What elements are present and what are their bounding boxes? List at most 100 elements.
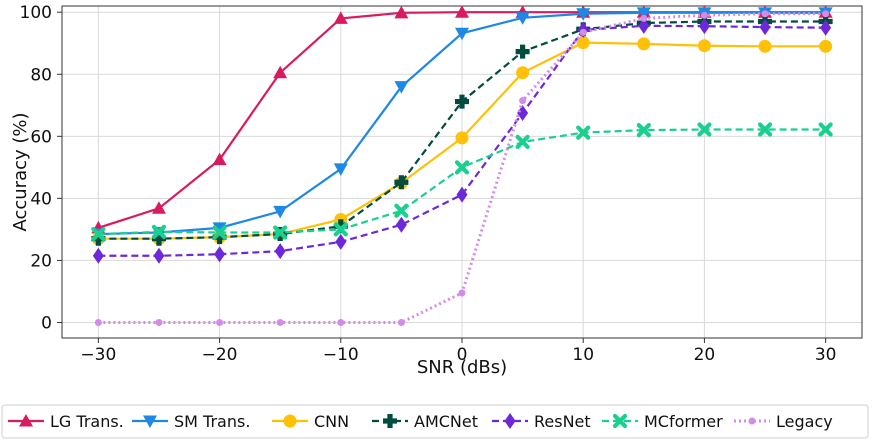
series-mcformer	[91, 122, 833, 242]
data-point-mcformer	[757, 122, 773, 137]
series-legacy	[94, 10, 830, 326]
legend-item-lg-trans: LG Trans.	[8, 412, 124, 431]
series-resnet	[92, 17, 832, 264]
data-point-sm-trans	[394, 81, 409, 94]
legend-label: SM Trans.	[174, 412, 250, 431]
legend-marker-sm-trans	[143, 415, 157, 428]
x-axis-title: SNR (dBs)	[417, 357, 507, 378]
data-point-legacy	[700, 11, 708, 19]
legend-label: Legacy	[776, 412, 833, 431]
data-point-lg-trans	[151, 201, 166, 214]
data-point-sm-trans	[636, 7, 651, 20]
legend-marker-mcformer	[612, 413, 628, 429]
data-point-legacy	[519, 97, 527, 105]
data-point-mcformer	[273, 225, 288, 240]
data-point-cnn	[455, 131, 469, 145]
legend-marker-resnet	[504, 413, 516, 429]
legend-label: ResNet	[534, 412, 591, 431]
data-point-amcnet	[515, 44, 530, 59]
data-point-mcformer	[333, 222, 348, 237]
legend-marker-legacy	[748, 417, 756, 425]
data-point-lg-trans	[455, 5, 469, 18]
data-point-cnn	[637, 37, 651, 51]
data-point-legacy	[761, 10, 769, 18]
legend-item-resnet: ResNet	[492, 412, 591, 431]
data-point-resnet	[153, 247, 165, 264]
data-point-legacy	[94, 318, 102, 326]
data-point-cnn	[819, 39, 833, 53]
data-point-legacy	[155, 318, 163, 326]
data-point-resnet	[517, 105, 529, 122]
data-point-resnet	[92, 247, 104, 264]
data-point-amcnet	[333, 219, 348, 234]
y-tick-label: 80	[30, 65, 52, 85]
data-point-mcformer	[697, 122, 712, 137]
data-point-resnet	[820, 19, 832, 36]
data-point-legacy	[822, 10, 830, 18]
data-point-resnet	[759, 19, 771, 36]
x-tick-label: −30	[80, 345, 116, 365]
x-tick-label: 30	[815, 345, 837, 365]
x-tick-label: 20	[694, 345, 716, 365]
data-point-lg-trans	[394, 5, 409, 19]
data-point-amcnet	[455, 94, 469, 109]
data-point-mcformer	[636, 123, 651, 138]
y-tick-label: 40	[30, 189, 52, 209]
data-point-amcnet	[212, 230, 227, 245]
data-point-sm-trans	[455, 27, 469, 41]
data-point-mcformer	[454, 160, 470, 175]
data-point-mcformer	[151, 224, 167, 239]
data-point-amcnet	[394, 175, 409, 190]
data-point-legacy	[276, 318, 284, 326]
data-point-legacy	[458, 289, 466, 297]
legend-frame	[1, 404, 869, 439]
data-point-mcformer	[212, 225, 227, 240]
data-point-mcformer	[818, 122, 833, 137]
data-point-lg-trans	[333, 11, 348, 24]
data-point-cnn	[697, 39, 711, 53]
data-point-amcnet	[91, 231, 106, 246]
legend-marker-amcnet	[383, 414, 397, 428]
data-point-resnet	[698, 18, 710, 35]
x-tick-label: −20	[202, 345, 238, 365]
axis-ticks: −30 −20 −10 0 10 20 30 0 20 40 60 80 100	[20, 3, 837, 365]
data-point-legacy	[216, 318, 224, 326]
series-layer	[91, 5, 833, 326]
legend-marker-cnn	[283, 414, 297, 428]
data-point-sm-trans	[212, 222, 227, 235]
legend-item-amcnet: AMCNet	[372, 412, 478, 431]
data-point-legacy	[337, 318, 345, 326]
data-point-sm-trans	[333, 163, 348, 176]
data-point-mcformer	[515, 134, 530, 150]
x-tick-label: 0	[457, 345, 468, 365]
y-tick-label: 20	[30, 251, 52, 271]
data-point-resnet	[456, 186, 468, 203]
y-axis-title: Accuracy (%)	[10, 112, 31, 231]
data-point-amcnet	[151, 231, 166, 246]
data-point-lg-trans	[273, 65, 288, 79]
data-point-mcformer	[91, 226, 106, 242]
data-point-resnet	[395, 216, 407, 233]
legend-label: LG Trans.	[50, 412, 124, 431]
data-point-resnet	[335, 233, 347, 250]
legend: LG Trans. SM Trans. CNN AMCNet ResNet MCforme…	[1, 404, 869, 439]
data-point-cnn	[758, 39, 772, 53]
legend-label: MCformer	[644, 412, 723, 431]
data-point-cnn	[576, 36, 590, 50]
legend-label: CNN	[314, 412, 349, 431]
y-tick-label: 0	[41, 313, 52, 333]
data-point-resnet	[274, 243, 286, 260]
legend-marker-lg-trans	[19, 414, 33, 427]
data-point-legacy	[640, 14, 648, 22]
legend-item-cnn: CNN	[272, 412, 349, 431]
data-point-sm-trans	[515, 12, 530, 25]
data-point-resnet	[638, 17, 650, 34]
data-point-mcformer	[394, 203, 409, 218]
data-point-legacy	[397, 318, 405, 326]
data-point-cnn	[516, 66, 530, 80]
x-tick-label: −10	[323, 345, 359, 365]
legend-item-legacy: Legacy	[734, 412, 833, 431]
data-point-mcformer	[576, 125, 591, 140]
